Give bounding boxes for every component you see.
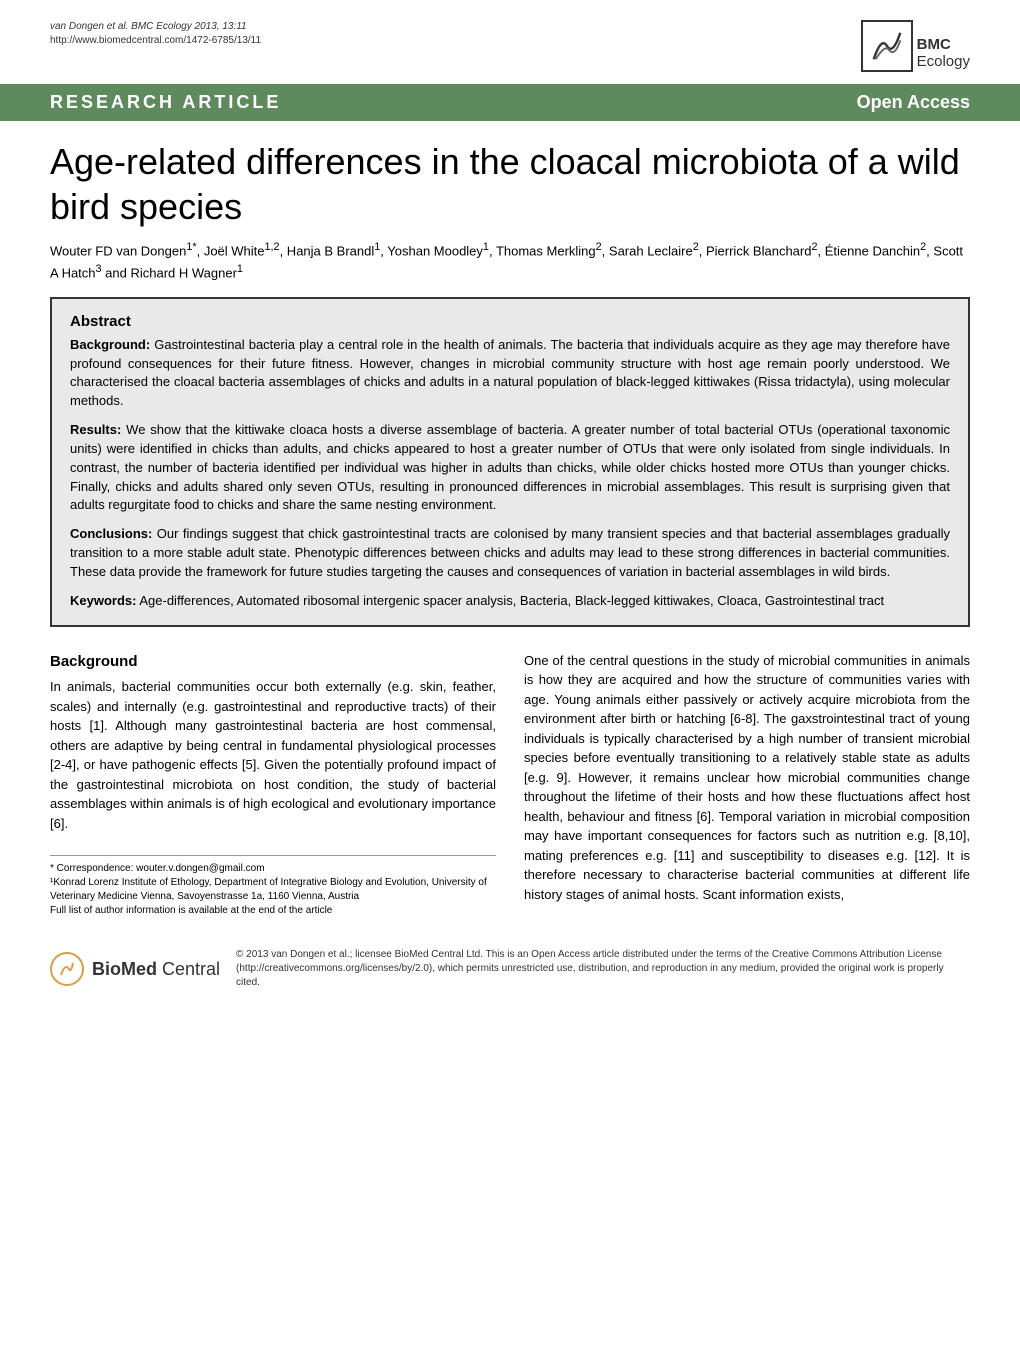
biomed-bold: BioMed xyxy=(92,959,157,979)
abstract-background-label: Background: xyxy=(70,337,150,352)
keywords-label: Keywords: xyxy=(70,593,136,608)
article-title: Age-related differences in the cloacal m… xyxy=(0,121,1020,239)
abstract-results-text: We show that the kittiwake cloaca hosts … xyxy=(70,422,950,512)
abstract-results: Results: We show that the kittiwake cloa… xyxy=(70,421,950,515)
article-type: RESEARCH ARTICLE xyxy=(50,92,281,113)
left-column: Background In animals, bacterial communi… xyxy=(50,651,496,919)
abstract-background: Background: Gastrointestinal bacteria pl… xyxy=(70,336,950,411)
logo-bmc: BMC xyxy=(917,36,951,53)
open-access-label: Open Access xyxy=(857,92,970,113)
affiliation-1: ¹Konrad Lorenz Institute of Ethology, De… xyxy=(50,876,496,904)
abstract-background-text: Gastrointestinal bacteria play a central… xyxy=(70,337,950,409)
citation-line-1: van Dongen et al. BMC Ecology 2013, 13:1… xyxy=(50,20,261,34)
background-heading: Background xyxy=(50,651,496,674)
bmc-ecology-logo: BMC Ecology xyxy=(861,20,970,72)
citation-line-2: http://www.biomedcentral.com/1472-6785/1… xyxy=(50,34,261,48)
body-columns: Background In animals, bacterial communi… xyxy=(0,651,1020,937)
biomed-logo-text: BioMed Central xyxy=(92,957,220,982)
background-paragraph: In animals, bacterial communities occur … xyxy=(50,677,496,833)
right-column-paragraph: One of the central questions in the stud… xyxy=(524,651,970,905)
author-list: Wouter FD van Dongen1*, Joël White1,2, H… xyxy=(0,239,1020,297)
page-footer: BioMed Central © 2013 van Dongen et al.;… xyxy=(0,936,1020,1018)
keywords-text: Age-differences, Automated ribosomal int… xyxy=(136,593,884,608)
footnotes: * Correspondence: wouter.v.dongen@gmail.… xyxy=(50,855,496,918)
abstract-conclusions-text: Our findings suggest that chick gastroin… xyxy=(70,526,950,579)
correspondence: * Correspondence: wouter.v.dongen@gmail.… xyxy=(50,862,496,876)
article-type-banner: RESEARCH ARTICLE Open Access xyxy=(0,84,1020,121)
abstract-conclusions-label: Conclusions: xyxy=(70,526,152,541)
biomed-rest: Central xyxy=(157,959,220,979)
biomed-circle-icon xyxy=(50,952,84,986)
right-column: One of the central questions in the stud… xyxy=(524,651,970,919)
abstract-results-label: Results: xyxy=(70,422,121,437)
page-header: van Dongen et al. BMC Ecology 2013, 13:1… xyxy=(0,0,1020,84)
biomed-central-logo: BioMed Central xyxy=(50,952,220,986)
citation-block: van Dongen et al. BMC Ecology 2013, 13:1… xyxy=(50,20,261,48)
full-author-list-note: Full list of author information is avail… xyxy=(50,904,496,918)
logo-journal: Ecology xyxy=(917,53,970,70)
logo-icon xyxy=(861,20,913,72)
abstract-heading: Abstract xyxy=(70,313,950,330)
logo-text: BMC Ecology xyxy=(917,37,970,72)
abstract-conclusions: Conclusions: Our findings suggest that c… xyxy=(70,525,950,582)
abstract-keywords: Keywords: Age-differences, Automated rib… xyxy=(70,592,950,611)
abstract-box: Abstract Background: Gastrointestinal ba… xyxy=(50,297,970,627)
license-text: © 2013 van Dongen et al.; licensee BioMe… xyxy=(236,948,970,990)
